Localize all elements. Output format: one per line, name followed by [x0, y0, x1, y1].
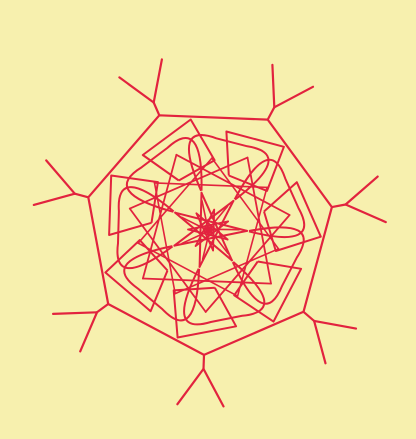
antenna-branch — [273, 85, 315, 109]
star-chord — [211, 157, 280, 250]
antenna-stem — [152, 101, 161, 117]
center-spoke — [211, 231, 229, 255]
antenna-stem — [302, 310, 316, 322]
curved-loop — [116, 186, 175, 270]
center-spoke — [181, 231, 207, 245]
center-spoke — [201, 233, 210, 261]
antenna-stem — [202, 353, 206, 370]
star-chord — [128, 156, 249, 210]
petal-quad — [225, 130, 285, 192]
star-chord — [137, 157, 213, 244]
antenna-branch — [313, 319, 358, 330]
inner-star-line — [174, 211, 248, 232]
center-spoke — [181, 216, 206, 230]
antenna-stem — [266, 106, 276, 121]
antenna-branch — [152, 58, 163, 104]
antenna-branch — [45, 159, 76, 195]
star-chord — [153, 182, 268, 189]
curved-loop — [233, 159, 306, 239]
antenna-branch — [118, 76, 155, 104]
antenna-branch — [51, 311, 99, 315]
inner-star-line — [200, 191, 233, 262]
curved-loop — [183, 261, 266, 326]
star-chord — [141, 153, 178, 280]
star-chord — [137, 242, 239, 297]
outer-heptagon — [87, 114, 333, 356]
petal-quad — [172, 286, 238, 339]
line-art-pattern — [32, 58, 387, 408]
star-chord — [174, 248, 280, 295]
star-chord — [246, 156, 272, 285]
center-spoke — [210, 205, 229, 228]
inner-star-line — [174, 211, 233, 262]
inner-star-line — [173, 229, 248, 247]
star-chord — [236, 186, 268, 297]
antenna-stem — [330, 203, 347, 209]
curved-loop — [231, 226, 305, 305]
antenna-branch — [176, 367, 205, 406]
antenna-stem — [95, 302, 110, 314]
petal-quad — [108, 174, 159, 236]
star-chord — [153, 182, 176, 295]
star-chord — [128, 207, 207, 313]
curved-loop — [125, 137, 203, 213]
antenna-branch — [202, 367, 225, 408]
star-chord — [204, 214, 291, 313]
center-dot — [205, 226, 213, 234]
center-spoke — [201, 200, 209, 228]
inner-star-line — [198, 191, 203, 268]
curved-loop — [188, 134, 270, 201]
antenna-branch — [271, 63, 276, 109]
antenna-stem — [73, 192, 90, 199]
star-chord — [141, 277, 272, 285]
antenna-branch — [79, 311, 99, 353]
petal-quad — [104, 239, 169, 313]
star-chord — [175, 153, 291, 216]
antenna-branch — [32, 192, 76, 206]
antenna-branch — [344, 203, 387, 224]
petal-quad — [141, 118, 216, 182]
antenna-branch — [313, 319, 327, 365]
inner-star-line — [173, 199, 235, 247]
inner-star-line — [187, 220, 230, 231]
antenna-branch — [344, 175, 379, 206]
petal-quad — [233, 260, 303, 323]
curved-loop — [123, 245, 201, 322]
petal-quad — [263, 181, 322, 252]
inner-star-line — [198, 199, 235, 268]
